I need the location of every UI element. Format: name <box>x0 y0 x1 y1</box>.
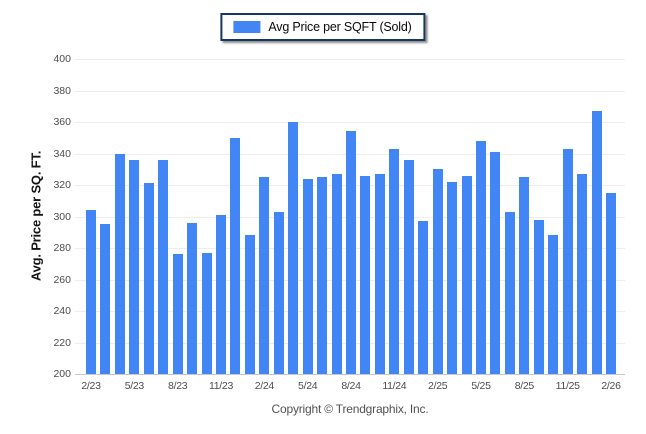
chart-bar-3-25 <box>447 181 458 374</box>
chart-bar-9-24 <box>360 175 371 374</box>
chart-bar-10-25 <box>548 235 559 374</box>
x-tick-label: 2/24 <box>254 380 275 392</box>
x-tick-label: 8/24 <box>341 380 361 392</box>
x-tick-label: 2/26 <box>601 380 621 392</box>
chart-bar-2-23 <box>86 210 96 374</box>
chart-bar-6-23 <box>143 183 154 374</box>
chart-bar-7-23 <box>158 159 169 374</box>
chart-bar-2-26 <box>606 192 616 374</box>
y-tick-label: 360 <box>53 116 71 128</box>
y-tick-label: 400 <box>53 53 71 65</box>
y-tick-label: 280 <box>53 242 71 254</box>
chart-bar-6-25 <box>490 151 501 374</box>
legend: Avg Price per SQFT (Sold) <box>220 13 426 41</box>
chart-bar-10-23 <box>201 252 212 374</box>
gridline <box>75 59 625 60</box>
y-tick-label: 240 <box>53 305 71 317</box>
legend-swatch-icon <box>233 21 261 33</box>
plot-area <box>75 59 625 375</box>
chart-bar-11-23 <box>216 214 226 374</box>
chart-bar-1-26 <box>591 110 602 374</box>
y-tick-label: 260 <box>53 273 71 286</box>
chart-bar-8-25 <box>519 177 530 374</box>
chart-bar-8-23 <box>172 254 183 374</box>
y-tick-label: 320 <box>53 179 71 191</box>
x-tick-label: 11/23 <box>209 380 233 392</box>
chart-bar-4-25 <box>461 175 472 374</box>
gridline <box>75 90 625 92</box>
gridline <box>75 122 625 123</box>
chart-bar-10-24 <box>374 173 385 374</box>
copyright-text: Copyright © Trendgraphix, Inc. <box>271 402 429 416</box>
chart-bar-12-25 <box>577 173 588 374</box>
chart-bar-1-25 <box>418 221 429 374</box>
x-tick-label: 8/25 <box>514 380 535 392</box>
gridline <box>75 374 625 375</box>
chart-bar-5-24 <box>302 178 313 374</box>
chart-bar-1-24 <box>244 235 255 374</box>
x-tick-label: 5/25 <box>471 380 491 392</box>
x-tick-label: 5/23 <box>124 380 145 392</box>
y-tick-label: 200 <box>53 368 71 380</box>
chart-bar-5-23 <box>129 159 140 374</box>
x-tick-label: 11/25 <box>555 380 580 392</box>
chart-bar-9-23 <box>187 222 198 374</box>
y-tick-label: 220 <box>53 336 71 349</box>
chart-bar-11-25 <box>562 148 573 374</box>
chart-bar-6-24 <box>317 177 328 374</box>
y-tick-label: 300 <box>53 210 71 223</box>
chart-bar-3-23 <box>100 224 111 374</box>
chart-bar-2-24 <box>259 177 270 374</box>
x-tick-label: 5/24 <box>298 380 318 392</box>
chart-bar-12-23 <box>230 137 241 374</box>
legend-label: Avg Price per SQFT (Sold) <box>268 20 412 34</box>
chart-bar-7-24 <box>331 173 342 374</box>
chart-bar-11-24 <box>389 148 400 374</box>
chart-bar-12-24 <box>403 159 414 374</box>
x-tick-label: 2/25 <box>428 380 448 392</box>
x-tick-label: 2/23 <box>81 380 101 392</box>
y-tick-label: 380 <box>53 84 71 97</box>
chart-bar-9-25 <box>533 219 544 374</box>
chart-bar-2-25 <box>432 169 443 374</box>
chart-bar-7-25 <box>504 211 515 374</box>
chart-bar-5-25 <box>476 140 486 374</box>
chart-bar-3-24 <box>273 211 284 374</box>
y-tick-label: 340 <box>53 147 71 160</box>
chart-bar-4-24 <box>288 122 299 374</box>
x-tick-label: 11/24 <box>382 380 407 392</box>
chart-bar-4-23 <box>114 153 125 374</box>
chart-bar-8-24 <box>346 131 356 374</box>
x-tick-label: 8/23 <box>168 380 188 392</box>
